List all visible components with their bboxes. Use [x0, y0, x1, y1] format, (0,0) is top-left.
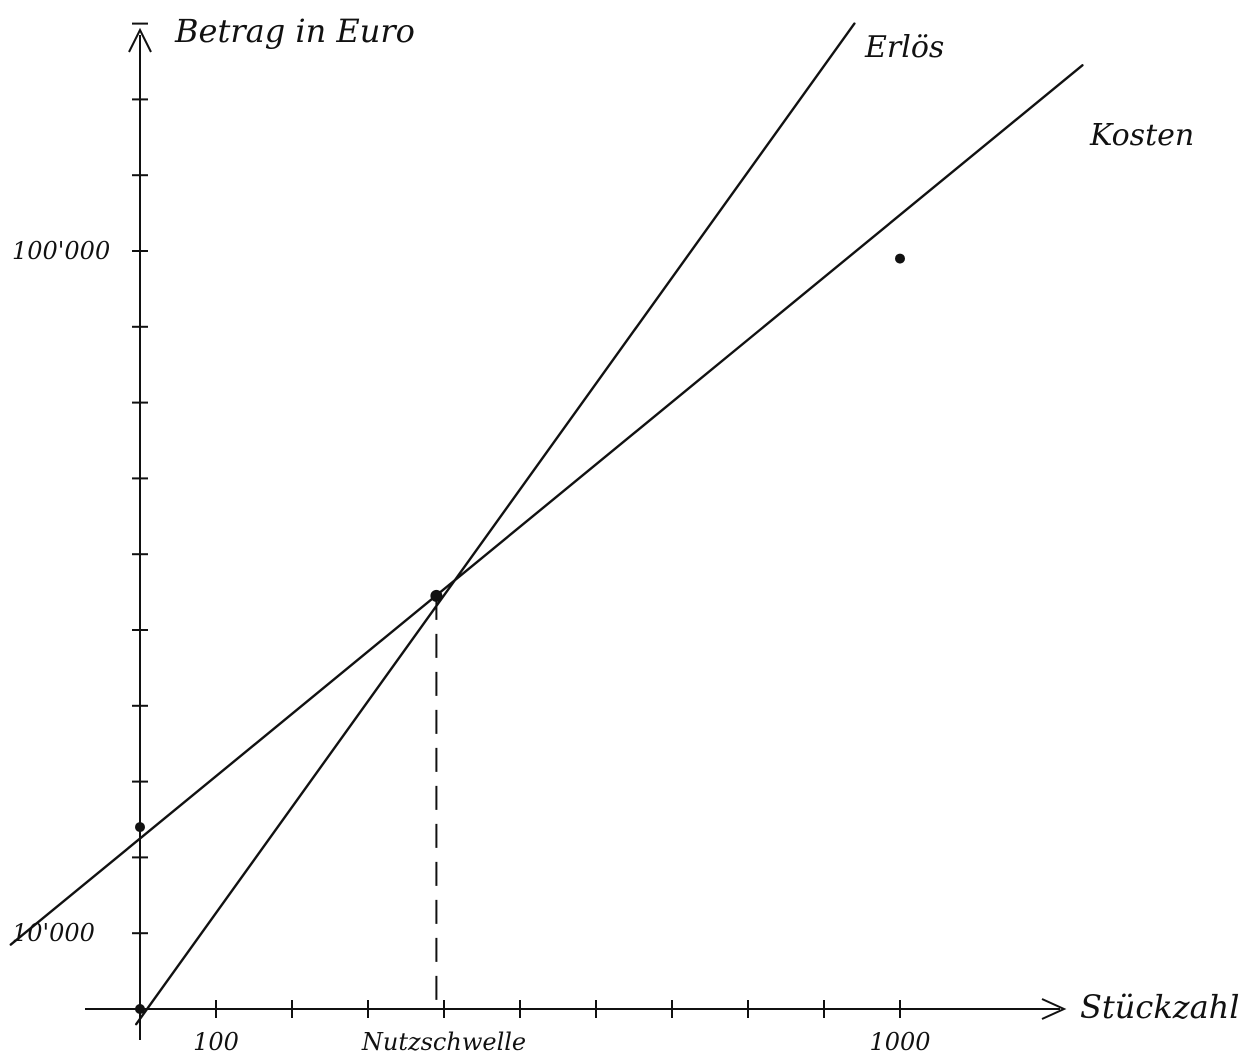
- marked-point-0: [135, 1004, 145, 1014]
- chart-series: [9, 22, 1084, 1026]
- x-axis-title: Stückzahl: [1080, 988, 1239, 1026]
- marked-point-1: [135, 822, 145, 833]
- x-tick-label: 1000: [869, 1028, 930, 1056]
- x-tick-label: 100: [193, 1028, 239, 1056]
- y-tick-label: 100'000: [12, 237, 110, 265]
- y-axis-arrowhead: [128, 27, 152, 53]
- series-label-kosten: Kosten: [1089, 118, 1194, 153]
- axis-ticks: [132, 22, 901, 1018]
- y-axis-title: Betrag in Euro: [174, 12, 415, 50]
- marked-point-3: [895, 253, 905, 264]
- series-line-1: [9, 64, 1084, 946]
- series-label-erloes: Erlös: [864, 30, 944, 65]
- marked-point-2: [430, 589, 443, 602]
- x-axis-arrowhead: [1041, 998, 1067, 1020]
- chart-points: [135, 253, 905, 1014]
- chart-labels: 100 Nutzschwelle 1000 10'000 100'000 Erlös Kos…: [12, 30, 1194, 1056]
- x-tick-label: Nutzschwelle: [361, 1028, 526, 1056]
- series-line-0: [134, 22, 856, 1026]
- y-tick-label: 10'000: [12, 919, 95, 947]
